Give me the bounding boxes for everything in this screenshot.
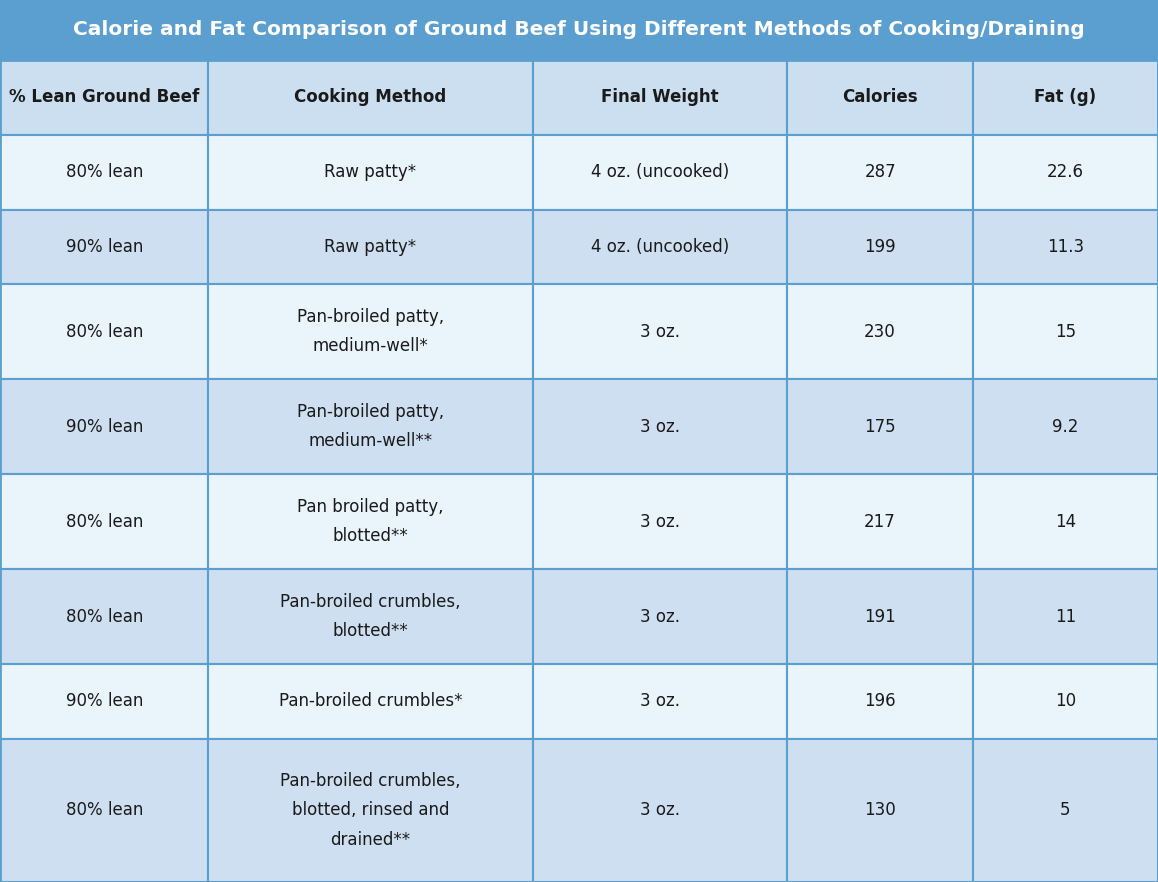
Bar bbox=[787, 210, 973, 284]
Bar bbox=[533, 475, 787, 569]
Text: Final Weight: Final Weight bbox=[601, 88, 719, 107]
Text: Pan-broiled patty,
medium-well**: Pan-broiled patty, medium-well** bbox=[296, 403, 445, 451]
Text: 3 oz.: 3 oz. bbox=[640, 608, 680, 625]
Bar bbox=[973, 739, 1158, 882]
Text: Cooking Method: Cooking Method bbox=[294, 88, 447, 107]
Text: Pan-broiled crumbles,
blotted, rinsed and
drained**: Pan-broiled crumbles, blotted, rinsed an… bbox=[280, 772, 461, 848]
Text: 230: 230 bbox=[864, 323, 896, 340]
Bar bbox=[787, 664, 973, 739]
Text: 14: 14 bbox=[1055, 512, 1076, 531]
Text: 15: 15 bbox=[1055, 323, 1076, 340]
Text: 90% lean: 90% lean bbox=[66, 238, 142, 256]
Text: Fat (g): Fat (g) bbox=[1034, 88, 1097, 107]
Bar bbox=[533, 664, 787, 739]
Text: 175: 175 bbox=[864, 418, 896, 436]
Bar bbox=[208, 379, 533, 475]
Text: 5: 5 bbox=[1060, 802, 1071, 819]
Bar bbox=[973, 569, 1158, 664]
Bar bbox=[208, 210, 533, 284]
Text: 196: 196 bbox=[864, 692, 896, 710]
Bar bbox=[973, 664, 1158, 739]
Text: 217: 217 bbox=[864, 512, 896, 531]
Text: 3 oz.: 3 oz. bbox=[640, 512, 680, 531]
Bar bbox=[787, 284, 973, 379]
Bar bbox=[787, 379, 973, 475]
Bar bbox=[973, 210, 1158, 284]
Bar bbox=[208, 284, 533, 379]
Text: Pan broiled patty,
blotted**: Pan broiled patty, blotted** bbox=[298, 498, 444, 545]
Bar bbox=[973, 379, 1158, 475]
Text: 3 oz.: 3 oz. bbox=[640, 323, 680, 340]
Text: 9.2: 9.2 bbox=[1053, 418, 1078, 436]
Bar bbox=[973, 135, 1158, 210]
Text: 10: 10 bbox=[1055, 692, 1076, 710]
Text: 80% lean: 80% lean bbox=[66, 802, 142, 819]
Text: Raw patty*: Raw patty* bbox=[324, 238, 417, 256]
Text: 90% lean: 90% lean bbox=[66, 418, 142, 436]
Text: 4 oz. (uncooked): 4 oz. (uncooked) bbox=[591, 238, 730, 256]
Text: % Lean Ground Beef: % Lean Ground Beef bbox=[9, 88, 199, 107]
Bar bbox=[533, 569, 787, 664]
Text: 80% lean: 80% lean bbox=[66, 163, 142, 182]
Bar bbox=[0, 0, 1158, 60]
Text: 11: 11 bbox=[1055, 608, 1076, 625]
Text: 3 oz.: 3 oz. bbox=[640, 418, 680, 436]
Bar bbox=[533, 739, 787, 882]
Text: 11.3: 11.3 bbox=[1047, 238, 1084, 256]
Bar bbox=[787, 475, 973, 569]
Text: 199: 199 bbox=[864, 238, 896, 256]
Bar bbox=[533, 284, 787, 379]
Bar bbox=[208, 135, 533, 210]
Text: Pan-broiled patty,
medium-well*: Pan-broiled patty, medium-well* bbox=[296, 308, 445, 355]
Bar bbox=[208, 569, 533, 664]
Text: Pan-broiled crumbles*: Pan-broiled crumbles* bbox=[279, 692, 462, 710]
Bar bbox=[0, 739, 208, 882]
Text: 130: 130 bbox=[864, 802, 896, 819]
Bar bbox=[208, 60, 533, 135]
Text: Calorie and Fat Comparison of Ground Beef Using Different Methods of Cooking/Dra: Calorie and Fat Comparison of Ground Bee… bbox=[73, 20, 1085, 40]
Bar bbox=[208, 664, 533, 739]
Bar bbox=[0, 60, 208, 135]
Text: Raw patty*: Raw patty* bbox=[324, 163, 417, 182]
Bar bbox=[0, 569, 208, 664]
Text: 3 oz.: 3 oz. bbox=[640, 692, 680, 710]
Bar bbox=[533, 135, 787, 210]
Bar bbox=[208, 739, 533, 882]
Text: 4 oz. (uncooked): 4 oz. (uncooked) bbox=[591, 163, 730, 182]
Bar bbox=[533, 210, 787, 284]
Bar bbox=[533, 60, 787, 135]
Text: 80% lean: 80% lean bbox=[66, 608, 142, 625]
Text: 90% lean: 90% lean bbox=[66, 692, 142, 710]
Bar bbox=[973, 475, 1158, 569]
Bar bbox=[973, 60, 1158, 135]
Text: 287: 287 bbox=[864, 163, 896, 182]
Bar bbox=[787, 569, 973, 664]
Bar bbox=[208, 475, 533, 569]
Bar bbox=[0, 664, 208, 739]
Bar bbox=[533, 379, 787, 475]
Bar bbox=[973, 284, 1158, 379]
Text: Calories: Calories bbox=[842, 88, 918, 107]
Bar bbox=[0, 135, 208, 210]
Text: 80% lean: 80% lean bbox=[66, 512, 142, 531]
Bar bbox=[0, 210, 208, 284]
Bar bbox=[0, 475, 208, 569]
Text: Pan-broiled crumbles,
blotted**: Pan-broiled crumbles, blotted** bbox=[280, 593, 461, 640]
Bar bbox=[787, 60, 973, 135]
Text: 191: 191 bbox=[864, 608, 896, 625]
Bar bbox=[0, 284, 208, 379]
Bar bbox=[787, 739, 973, 882]
Bar bbox=[0, 379, 208, 475]
Text: 3 oz.: 3 oz. bbox=[640, 802, 680, 819]
Text: 22.6: 22.6 bbox=[1047, 163, 1084, 182]
Text: 80% lean: 80% lean bbox=[66, 323, 142, 340]
Bar bbox=[787, 135, 973, 210]
